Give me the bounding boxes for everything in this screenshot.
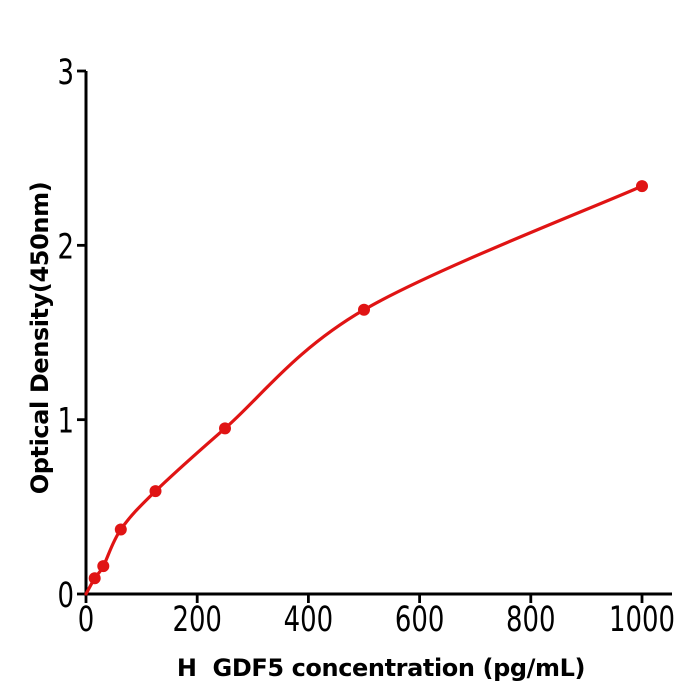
x-tick-label: 0 <box>78 600 95 640</box>
x-tick-label: 800 <box>506 600 556 640</box>
y-tick-label: 2 <box>58 227 75 267</box>
x-tick-label: 1000 <box>609 600 675 640</box>
y-tick-label: 0 <box>58 576 75 616</box>
data-point-marker <box>636 180 648 193</box>
data-point-marker <box>97 560 110 573</box>
x-tick-label: 600 <box>395 600 445 640</box>
y-tick-label: 1 <box>58 402 75 442</box>
x-tick-label: 200 <box>172 600 222 640</box>
y-axis-title: Optical Density(450nm) <box>26 181 54 495</box>
data-point-marker <box>358 303 370 316</box>
fit-curve <box>84 184 644 596</box>
x-tick-label: 400 <box>284 600 334 640</box>
y-tick-label: 3 <box>58 53 75 93</box>
data-point-marker <box>149 485 162 498</box>
data-point-marker <box>219 422 231 435</box>
x-axis-title: H GDF5 concentration (pg/mL) <box>176 654 586 682</box>
data-point-marker <box>88 572 101 585</box>
data-point-marker <box>114 523 127 536</box>
